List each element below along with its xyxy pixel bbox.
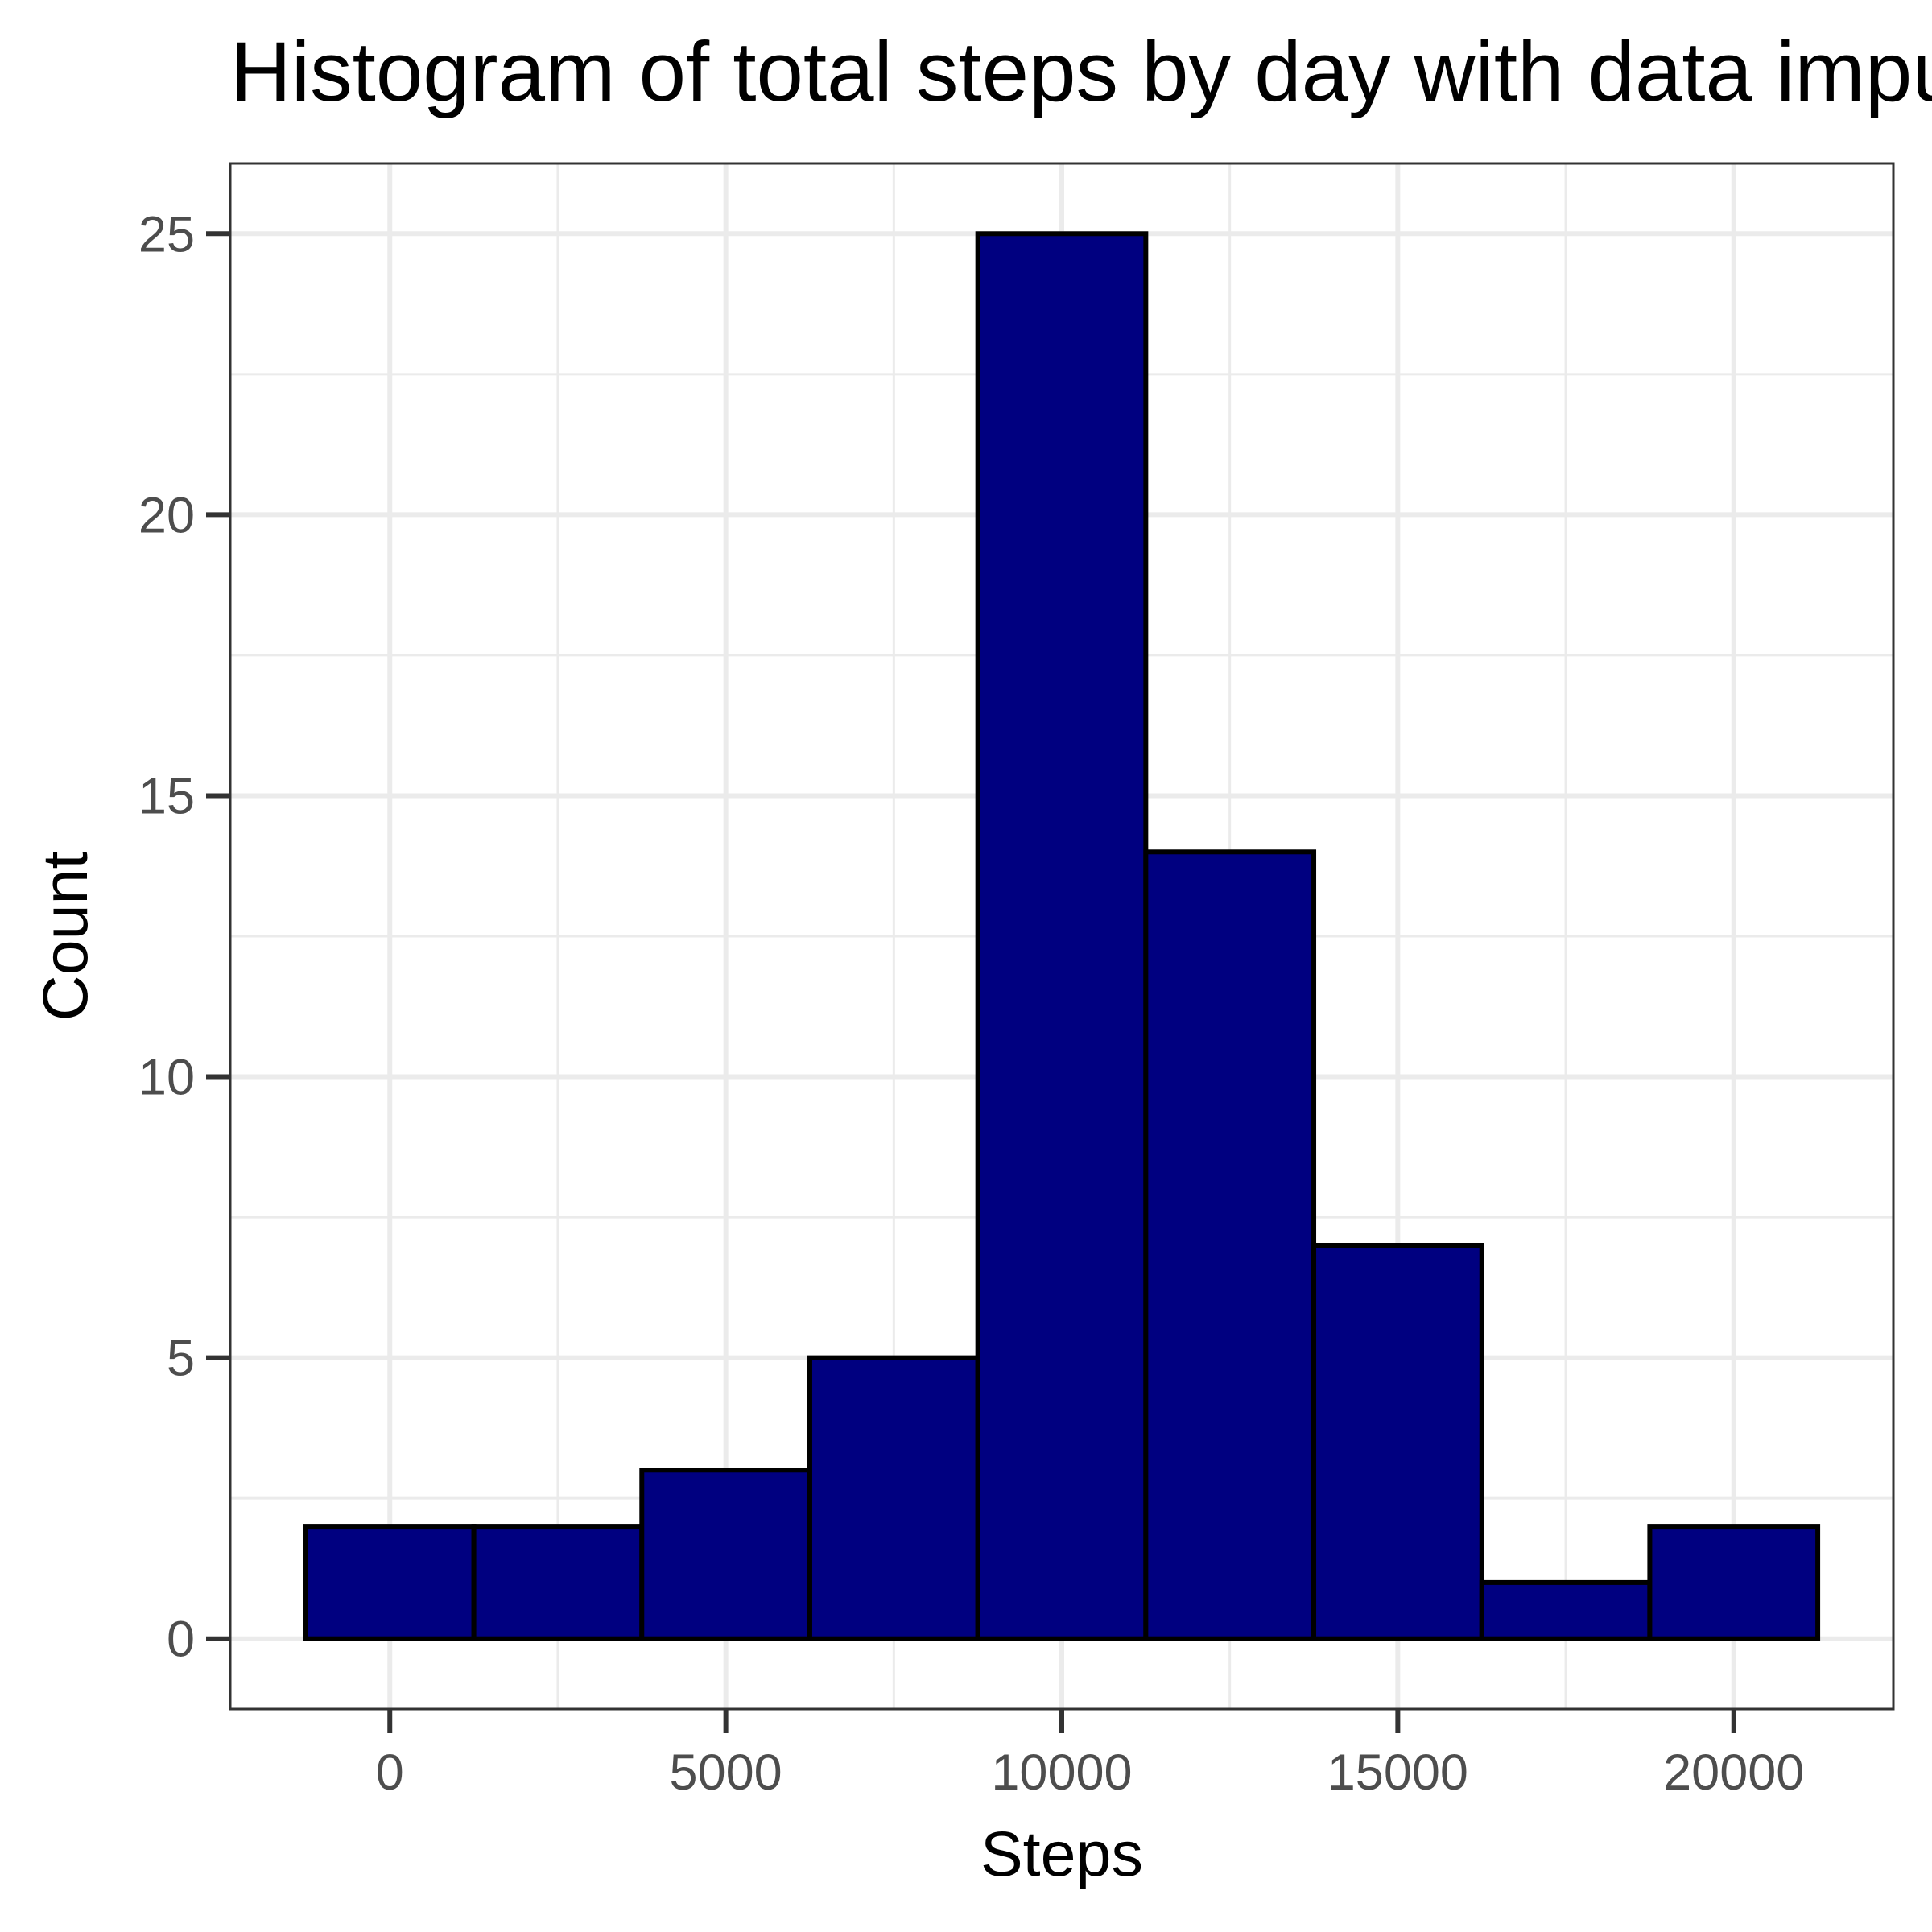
histogram-bar <box>303 1524 477 1641</box>
histogram-bar <box>807 1355 980 1641</box>
chart-title: Histogram of total steps by day with dat… <box>230 25 1932 119</box>
x-tick-label: 15000 <box>1327 1744 1468 1801</box>
y-tick-label: 25 <box>138 206 195 262</box>
histogram-bar <box>975 231 1149 1641</box>
y-tick-label: 5 <box>167 1331 195 1387</box>
histogram-bar <box>1143 849 1317 1641</box>
x-tick-label: 0 <box>376 1744 404 1801</box>
x-tick-label: 5000 <box>670 1744 782 1801</box>
axis-ticks: 0 5000 10000 15000 20000 0 5 10 15 20 25 <box>138 206 1804 1801</box>
histogram-bar <box>1647 1524 1821 1641</box>
y-tick-label: 20 <box>138 487 195 543</box>
histogram-bar <box>639 1468 812 1641</box>
y-tick-label: 15 <box>138 768 195 824</box>
x-tick-label: 20000 <box>1663 1744 1804 1801</box>
histogram-bar <box>1311 1243 1484 1641</box>
y-tick-label: 10 <box>138 1050 195 1106</box>
histogram-bars <box>303 231 1821 1641</box>
x-axis-title: Steps <box>980 1818 1143 1889</box>
histogram-bar <box>1479 1579 1653 1641</box>
x-tick-label: 10000 <box>991 1744 1132 1801</box>
histogram-bar <box>471 1524 645 1641</box>
y-tick-label: 0 <box>167 1612 195 1668</box>
y-axis-title: Count <box>29 852 101 1022</box>
